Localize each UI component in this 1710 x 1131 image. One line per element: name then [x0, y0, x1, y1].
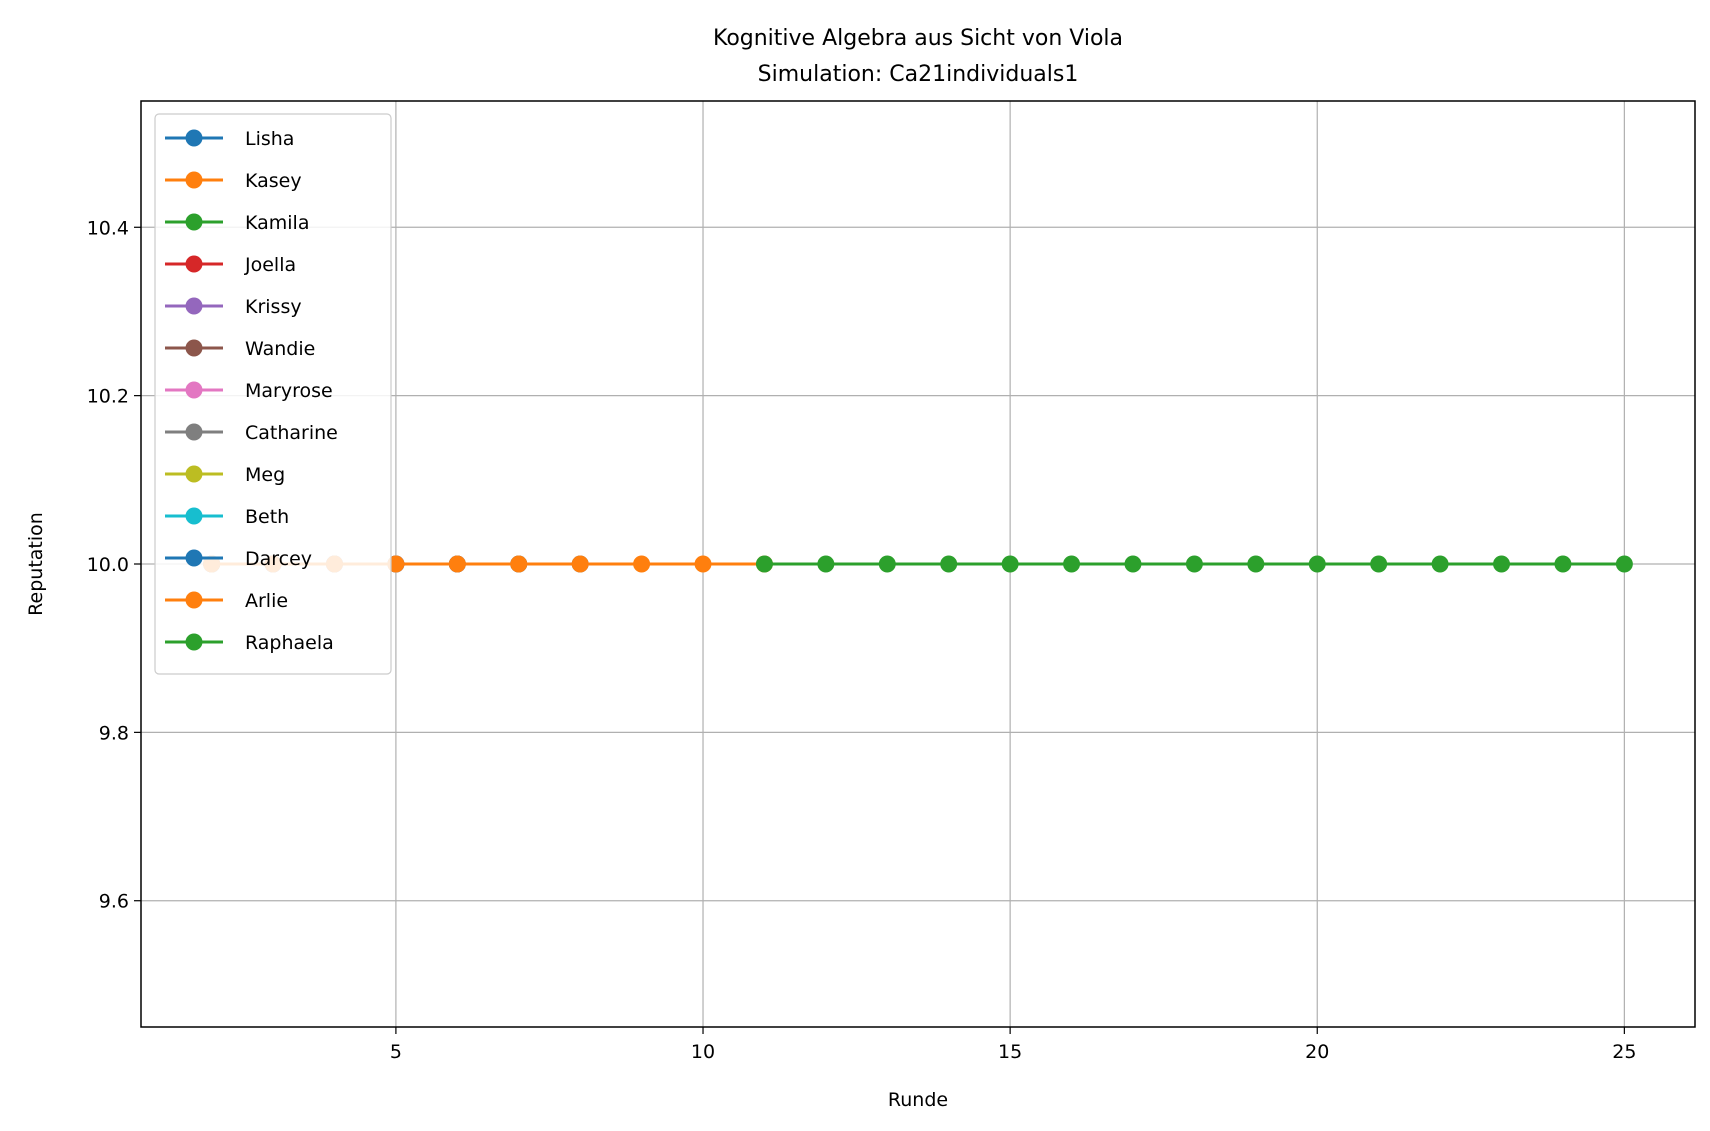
- legend-label: Beth: [245, 506, 289, 528]
- legend-marker: [185, 255, 203, 273]
- axis-ticks: 5 10 15 20 25 9.6 9.8 10.0 10.2 10.4: [87, 217, 1637, 1063]
- x-axis-label: Runde: [888, 1089, 948, 1111]
- legend: Lisha Kasey Kamila Joella Krissy Wandie Maryro…: [154, 113, 392, 675]
- data-point: [755, 555, 773, 573]
- chart-subtitle: Simulation: Ca21individuals1: [758, 62, 1079, 87]
- y-axis-label: Reputation: [25, 512, 47, 616]
- legend-marker: [185, 339, 203, 357]
- y-tick-label: 10.2: [87, 386, 129, 408]
- x-tick-label: 10: [691, 1041, 715, 1063]
- data-point: [633, 555, 651, 573]
- data-point: [1001, 555, 1019, 573]
- legend-marker: [185, 129, 203, 147]
- x-tick-label: 5: [390, 1041, 402, 1063]
- data-point: [1370, 555, 1388, 573]
- legend-marker: [185, 549, 203, 567]
- data-point: [1431, 555, 1449, 573]
- data-point: [387, 555, 405, 573]
- data-point: [510, 555, 528, 573]
- legend-marker: [185, 213, 203, 231]
- legend-item: Krissy: [165, 296, 302, 318]
- legend-item: Meg: [165, 464, 285, 486]
- legend-label: Arlie: [245, 590, 288, 612]
- legend-item: Arlie: [165, 590, 288, 612]
- legend-item: Kamila: [165, 212, 309, 234]
- legend-box: [154, 113, 392, 675]
- y-tick-label: 10.4: [87, 217, 129, 239]
- legend-label: Lisha: [245, 128, 294, 150]
- legend-item: Catharine: [165, 422, 338, 444]
- data-point: [1615, 555, 1633, 573]
- legend-item: Joella: [165, 254, 296, 276]
- legend-label: Wandie: [245, 338, 315, 360]
- legend-item: Wandie: [165, 338, 315, 360]
- data-point: [1063, 555, 1081, 573]
- legend-marker: [185, 171, 203, 189]
- legend-item: Darcey: [165, 548, 312, 570]
- legend-label: Kamila: [245, 212, 309, 234]
- legend-marker: [185, 591, 203, 609]
- legend-label: Meg: [245, 464, 285, 486]
- legend-label: Maryrose: [245, 380, 333, 402]
- data-point: [817, 555, 835, 573]
- legend-label: Catharine: [245, 422, 338, 444]
- data-point: [448, 555, 466, 573]
- data-point: [1308, 555, 1326, 573]
- legend-marker: [185, 465, 203, 483]
- data-point: [694, 555, 712, 573]
- legend-label: Darcey: [245, 548, 312, 570]
- x-tick-label: 15: [998, 1041, 1022, 1063]
- y-tick-label: 10.0: [87, 554, 129, 576]
- data-point: [878, 555, 896, 573]
- legend-marker: [185, 633, 203, 651]
- y-tick-label: 9.8: [99, 722, 129, 744]
- data-point: [1247, 555, 1265, 573]
- data-point: [1124, 555, 1142, 573]
- legend-item: Kasey: [165, 170, 302, 192]
- data-point: [940, 555, 958, 573]
- legend-item: Beth: [165, 506, 289, 528]
- legend-item: Lisha: [165, 128, 294, 150]
- legend-marker: [185, 423, 203, 441]
- legend-item: Maryrose: [165, 380, 333, 402]
- legend-label: Kasey: [245, 170, 302, 192]
- chart-title: Kognitive Algebra aus Sicht von Viola: [713, 26, 1123, 51]
- data-point: [1185, 555, 1203, 573]
- legend-marker: [185, 381, 203, 399]
- data-point: [1554, 555, 1572, 573]
- series-raphaela: [755, 555, 1633, 573]
- legend-item: Raphaela: [165, 632, 334, 654]
- y-tick-label: 9.6: [99, 891, 129, 913]
- x-tick-label: 25: [1612, 1041, 1636, 1063]
- legend-label: Joella: [244, 254, 296, 276]
- x-tick-label: 20: [1305, 1041, 1329, 1063]
- data-point: [571, 555, 589, 573]
- data-point: [1493, 555, 1511, 573]
- legend-label: Krissy: [245, 296, 302, 318]
- legend-label: Raphaela: [245, 632, 334, 654]
- legend-marker: [185, 297, 203, 315]
- legend-marker: [185, 507, 203, 525]
